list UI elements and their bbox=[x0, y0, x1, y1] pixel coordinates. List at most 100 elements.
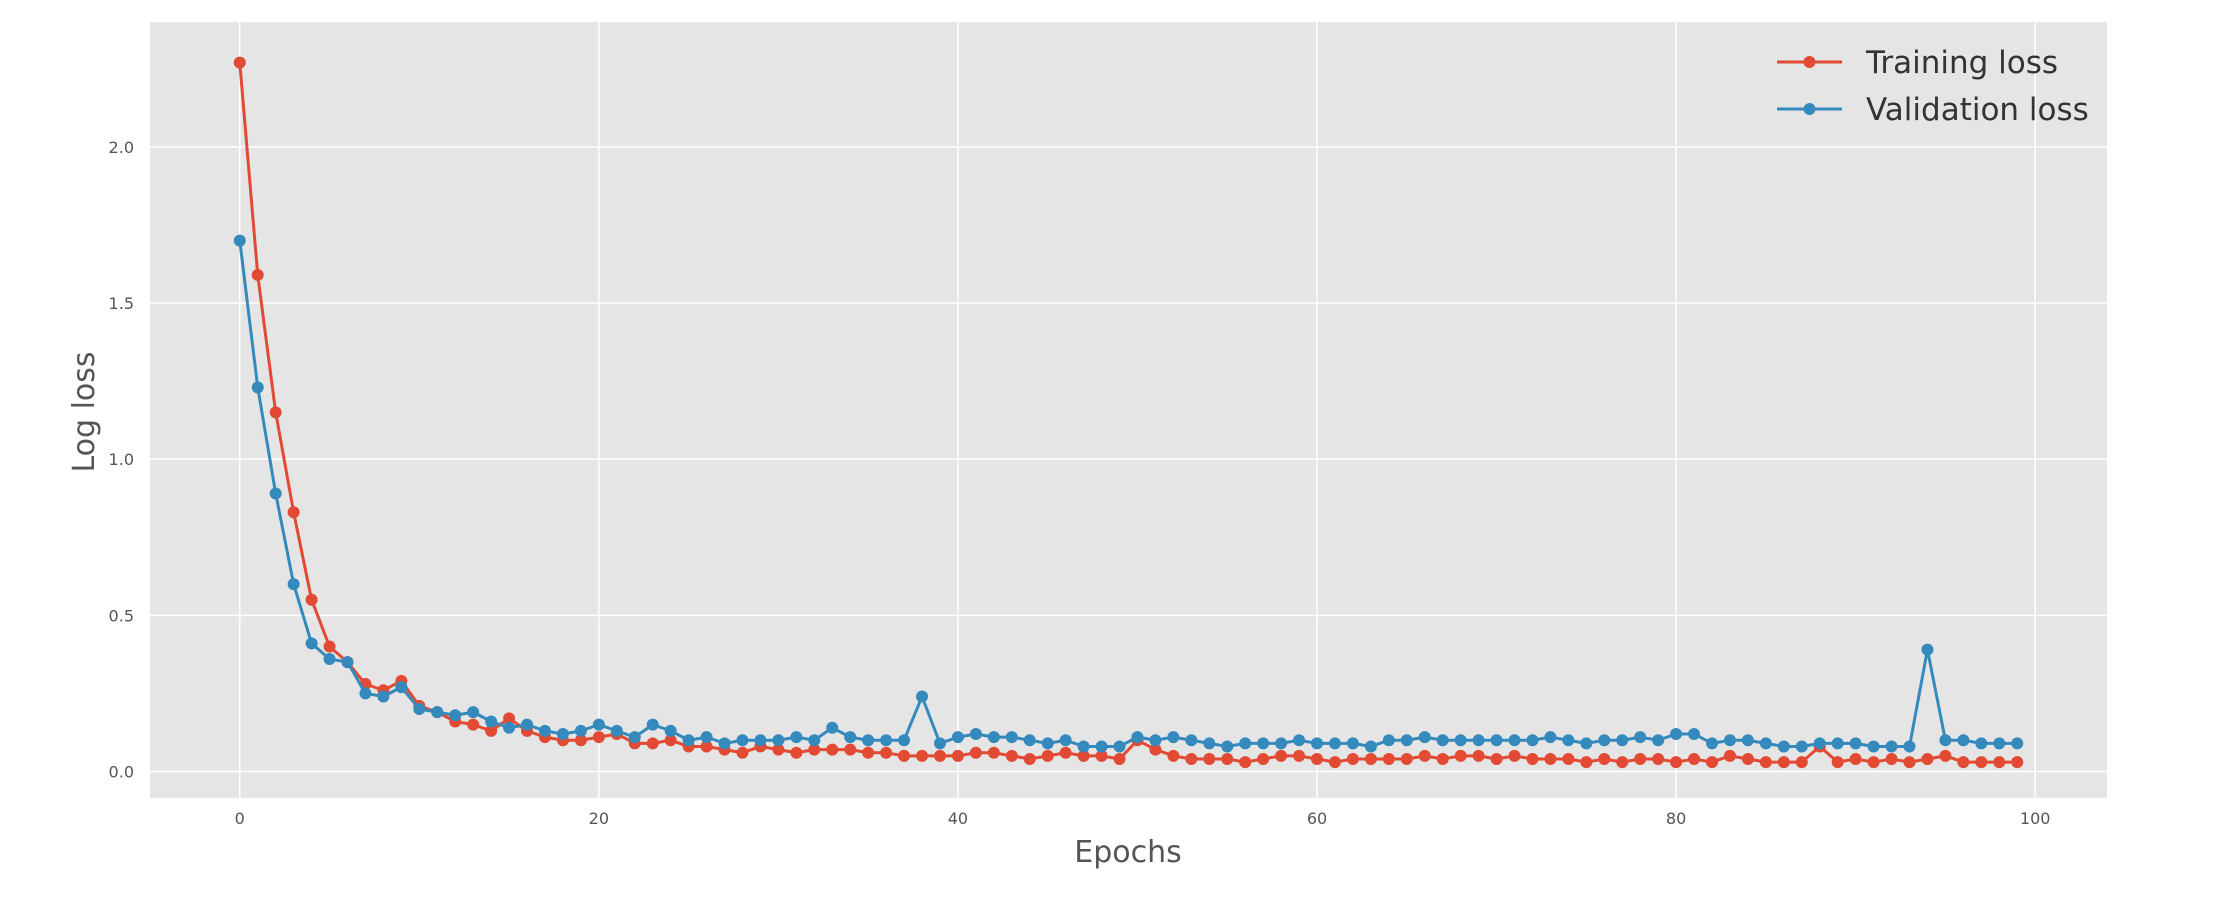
data-point-training-loss bbox=[1598, 752, 1611, 765]
data-point-validation-loss bbox=[431, 706, 444, 719]
legend-label-validation: Validation loss bbox=[1866, 92, 2089, 128]
y-axis-label: Log loss bbox=[67, 351, 102, 472]
data-point-validation-loss bbox=[628, 731, 641, 744]
data-point-validation-loss bbox=[1939, 734, 1952, 747]
data-point-training-loss bbox=[808, 743, 821, 756]
data-point-training-loss bbox=[1041, 749, 1054, 762]
data-point-validation-loss bbox=[1598, 734, 1611, 747]
data-point-training-loss bbox=[1562, 752, 1575, 765]
data-point-training-loss bbox=[233, 56, 246, 69]
data-point-training-loss bbox=[1652, 752, 1665, 765]
data-point-validation-loss bbox=[1472, 734, 1485, 747]
data-point-validation-loss bbox=[969, 727, 982, 740]
data-point-validation-loss bbox=[790, 731, 803, 744]
data-point-training-loss bbox=[916, 749, 929, 762]
data-point-validation-loss bbox=[1257, 737, 1270, 750]
data-point-validation-loss bbox=[1759, 737, 1772, 750]
data-point-validation-loss bbox=[1777, 740, 1790, 753]
data-point-training-loss bbox=[1293, 749, 1306, 762]
data-point-validation-loss bbox=[538, 724, 551, 737]
series-line-validation-loss bbox=[238, 240, 2018, 748]
data-point-validation-loss bbox=[251, 381, 264, 394]
data-point-validation-loss bbox=[1454, 734, 1467, 747]
data-point-training-loss bbox=[1544, 752, 1557, 765]
data-point-training-loss bbox=[772, 743, 785, 756]
data-point-validation-loss bbox=[1957, 734, 1970, 747]
data-point-training-loss bbox=[1831, 756, 1844, 769]
data-point-training-loss bbox=[1221, 752, 1234, 765]
data-point-validation-loss bbox=[951, 731, 964, 744]
data-point-validation-loss bbox=[1023, 734, 1036, 747]
data-point-validation-loss bbox=[1526, 734, 1539, 747]
data-point-validation-loss bbox=[1400, 734, 1413, 747]
data-point-training-loss bbox=[1167, 749, 1180, 762]
data-point-training-loss bbox=[1472, 749, 1485, 762]
data-point-training-loss bbox=[269, 406, 282, 419]
data-point-training-loss bbox=[1688, 752, 1701, 765]
data-point-training-loss bbox=[664, 734, 677, 747]
data-point-validation-loss bbox=[503, 721, 516, 734]
data-point-validation-loss bbox=[718, 737, 731, 750]
x-tick-label: 40 bbox=[948, 809, 968, 828]
data-point-validation-loss bbox=[233, 234, 246, 247]
data-point-validation-loss bbox=[826, 721, 839, 734]
data-point-training-loss bbox=[646, 737, 659, 750]
data-point-training-loss bbox=[1867, 756, 1880, 769]
data-point-validation-loss bbox=[1275, 737, 1288, 750]
data-point-training-loss bbox=[1418, 749, 1431, 762]
data-point-validation-loss bbox=[1149, 734, 1162, 747]
data-point-validation-loss bbox=[1005, 731, 1018, 744]
data-point-validation-loss bbox=[341, 656, 354, 669]
data-point-training-loss bbox=[1508, 749, 1521, 762]
data-point-validation-loss bbox=[1185, 734, 1198, 747]
x-tick-label: 80 bbox=[1666, 809, 1686, 828]
data-point-validation-loss bbox=[646, 718, 659, 731]
data-point-validation-loss bbox=[1490, 734, 1503, 747]
data-point-training-loss bbox=[951, 749, 964, 762]
data-point-validation-loss bbox=[1993, 737, 2006, 750]
data-point-validation-loss bbox=[1095, 740, 1108, 753]
data-point-training-loss bbox=[485, 724, 498, 737]
data-point-validation-loss bbox=[1382, 734, 1395, 747]
data-point-training-loss bbox=[1400, 752, 1413, 765]
data-point-training-loss bbox=[1077, 749, 1090, 762]
data-point-training-loss bbox=[700, 740, 713, 753]
data-point-validation-loss bbox=[1328, 737, 1341, 750]
data-point-training-loss bbox=[1328, 756, 1341, 769]
x-tick-label: 0 bbox=[235, 809, 245, 828]
data-point-validation-loss bbox=[1346, 737, 1359, 750]
y-tick-label: 2.0 bbox=[109, 138, 134, 157]
data-point-training-loss bbox=[1706, 756, 1719, 769]
data-point-training-loss bbox=[574, 734, 587, 747]
data-point-validation-loss bbox=[700, 731, 713, 744]
data-point-validation-loss bbox=[287, 578, 300, 591]
data-point-validation-loss bbox=[736, 734, 749, 747]
data-point-validation-loss bbox=[1418, 731, 1431, 744]
data-point-validation-loss bbox=[1580, 737, 1593, 750]
data-point-validation-loss bbox=[1706, 737, 1719, 750]
plot-area bbox=[150, 22, 2107, 798]
data-point-validation-loss bbox=[449, 709, 462, 722]
data-point-training-loss bbox=[736, 746, 749, 759]
data-point-validation-loss bbox=[413, 703, 426, 716]
y-tick-label: 0.0 bbox=[109, 762, 134, 781]
data-point-validation-loss bbox=[880, 734, 893, 747]
y-tick-label: 0.5 bbox=[109, 606, 134, 625]
data-point-validation-loss bbox=[592, 718, 605, 731]
data-point-training-loss bbox=[826, 743, 839, 756]
data-point-training-loss bbox=[1454, 749, 1467, 762]
data-point-validation-loss bbox=[1975, 737, 1988, 750]
data-point-validation-loss bbox=[1131, 731, 1144, 744]
data-point-validation-loss bbox=[1311, 737, 1324, 750]
data-point-training-loss bbox=[844, 743, 857, 756]
data-point-validation-loss bbox=[1364, 740, 1377, 753]
series-layer bbox=[233, 56, 2024, 769]
data-point-validation-loss bbox=[1436, 734, 1449, 747]
data-point-training-loss bbox=[1939, 749, 1952, 762]
data-point-training-loss bbox=[1903, 756, 1916, 769]
data-point-training-loss bbox=[1957, 756, 1970, 769]
data-point-validation-loss bbox=[1795, 740, 1808, 753]
data-point-validation-loss bbox=[1508, 734, 1521, 747]
data-point-validation-loss bbox=[1221, 740, 1234, 753]
